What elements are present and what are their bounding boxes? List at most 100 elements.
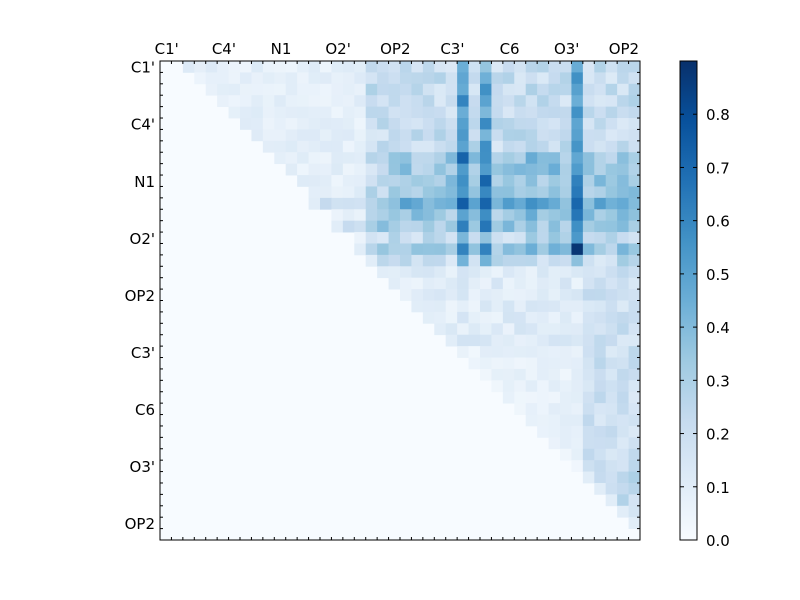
heatmap-cell xyxy=(628,323,641,336)
heatmap-cell xyxy=(342,106,355,119)
heatmap-cell xyxy=(434,220,447,233)
heatmap-cell xyxy=(582,106,595,119)
heatmap-cell xyxy=(274,152,287,165)
heatmap-cell xyxy=(434,163,447,176)
heatmap-cell xyxy=(411,277,424,290)
heatmap-cell xyxy=(468,152,481,165)
heatmap-cell xyxy=(514,346,527,358)
heatmap-cell xyxy=(457,277,469,290)
heatmap-cell xyxy=(434,83,447,96)
heatmap-cell xyxy=(571,197,584,210)
heatmap-cell xyxy=(205,83,218,96)
heatmap-cell xyxy=(354,140,367,153)
heatmap-cell xyxy=(560,243,572,256)
heatmap-cell xyxy=(320,152,332,165)
heatmap-cell xyxy=(468,232,481,244)
heatmap-cell xyxy=(411,175,424,187)
heatmap-cell xyxy=(205,72,218,85)
heatmap-cell xyxy=(445,277,458,290)
heatmap-cell xyxy=(617,220,629,233)
heatmap-cell xyxy=(285,118,298,130)
heatmap-cell xyxy=(388,95,401,108)
heatmap-cell xyxy=(491,220,504,233)
heatmap-cell xyxy=(514,289,527,301)
heatmap-cell xyxy=(297,152,309,165)
heatmap-cell xyxy=(594,243,607,256)
heatmap-cell xyxy=(582,254,595,267)
heatmap-cell xyxy=(594,186,607,199)
heatmap-cell xyxy=(422,106,435,119)
heatmap-cell xyxy=(617,106,629,119)
heatmap-cell xyxy=(262,118,275,130)
heatmap-cell xyxy=(617,243,629,256)
heatmap-cell xyxy=(560,197,572,210)
heatmap-cell xyxy=(525,334,538,347)
heatmap-cell xyxy=(365,197,378,210)
heatmap-cell xyxy=(457,323,469,336)
heatmap-cell xyxy=(548,186,561,199)
heatmap-cell xyxy=(525,403,538,415)
heatmap-cell xyxy=(285,61,298,73)
heatmap-cell xyxy=(571,391,584,404)
heatmap-cell xyxy=(594,357,607,370)
heatmap-cell xyxy=(434,61,447,73)
heatmap-cell xyxy=(445,175,458,187)
heatmap-cell xyxy=(537,232,549,244)
heatmap-cell xyxy=(445,118,458,130)
heatmap-cell xyxy=(308,175,321,187)
heatmap-cell xyxy=(445,289,458,301)
heatmap-cell xyxy=(594,129,607,142)
heatmap-cell xyxy=(422,186,435,199)
heatmap-cell xyxy=(354,197,367,210)
heatmap-cell xyxy=(582,243,595,256)
heatmap-cell xyxy=(571,437,584,450)
heatmap-cell xyxy=(628,243,641,256)
heatmap-cell xyxy=(628,334,641,347)
heatmap-cell xyxy=(514,175,527,187)
heatmap-cell xyxy=(605,311,618,324)
heatmap-cell xyxy=(582,61,595,73)
heatmap-cell xyxy=(502,232,515,244)
heatmap-cell xyxy=(445,72,458,85)
heatmap-cell xyxy=(365,209,378,222)
heatmap-cell xyxy=(560,391,572,404)
heatmap-cell xyxy=(491,61,504,73)
heatmap-cell xyxy=(400,175,412,187)
heatmap-cell xyxy=(480,311,492,324)
heatmap-cell xyxy=(480,129,492,142)
heatmap-cell xyxy=(525,163,538,176)
heatmap-cell xyxy=(320,72,332,85)
heatmap-cell xyxy=(354,186,367,199)
heatmap-cell xyxy=(422,152,435,165)
heatmap-cell xyxy=(457,266,469,279)
heatmap-cell xyxy=(548,277,561,290)
heatmap-cell xyxy=(422,289,435,301)
heatmap-cell xyxy=(502,163,515,176)
heatmap-cell xyxy=(320,140,332,153)
heatmap-cell xyxy=(548,106,561,119)
heatmap-cell xyxy=(628,460,641,472)
colorbar-tick-label: 0.7 xyxy=(706,159,730,177)
heatmap-cell xyxy=(548,163,561,176)
y-tick-label: C6 xyxy=(135,401,155,419)
heatmap-cell xyxy=(377,106,389,119)
heatmap-cell xyxy=(240,83,252,96)
heatmap-cell xyxy=(594,425,607,438)
heatmap-cell xyxy=(411,197,424,210)
heatmap-cell xyxy=(514,311,527,324)
heatmap-cell xyxy=(217,83,229,96)
heatmap-cell xyxy=(468,334,481,347)
heatmap-cell xyxy=(571,232,584,244)
y-tick-label: OP2 xyxy=(125,515,155,533)
heatmap-cell xyxy=(480,254,492,267)
heatmap-cell xyxy=(571,152,584,165)
heatmap-cell xyxy=(502,152,515,165)
heatmap-cell xyxy=(445,209,458,222)
heatmap-cell xyxy=(491,209,504,222)
heatmap-cell xyxy=(468,357,481,370)
heatmap-cell xyxy=(388,232,401,244)
heatmap-cell xyxy=(457,140,469,153)
heatmap-cell xyxy=(525,72,538,85)
heatmap-cell xyxy=(594,403,607,415)
heatmap-cell xyxy=(582,311,595,324)
